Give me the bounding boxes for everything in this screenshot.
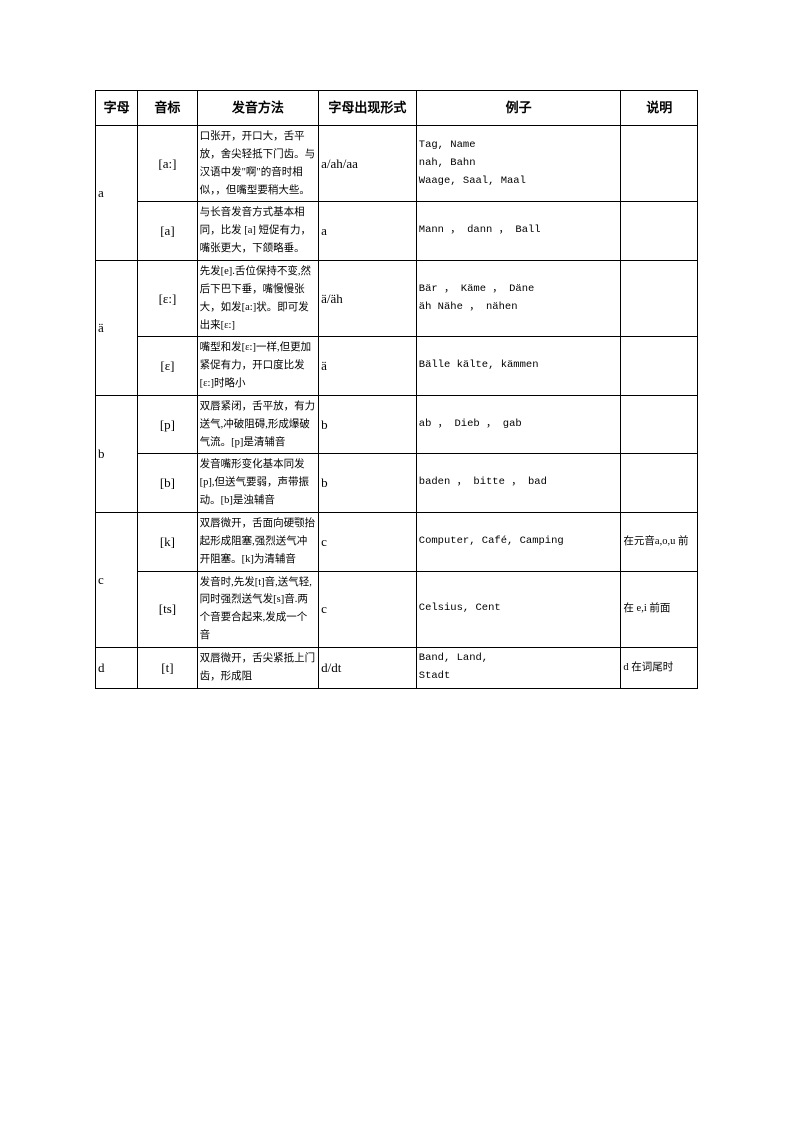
method-cell: 与长音发音方式基本相同，比发 [a] 短促有力，嘴张更大，下颌略垂。: [197, 202, 318, 261]
ipa-cell: [b]: [138, 454, 197, 513]
note-cell: 在 e,i 前面: [621, 571, 698, 647]
header-example: 例子: [416, 91, 621, 126]
form-cell: c: [319, 571, 417, 647]
note-cell: [621, 395, 698, 454]
letter-cell: d: [96, 647, 138, 688]
ipa-cell: [ts]: [138, 571, 197, 647]
example-cell: baden ， bitte ， bad: [416, 454, 621, 513]
letter-cell: c: [96, 512, 138, 647]
method-cell: 嘴型和发[ε:]一样,但更加紧促有力，开口度比发[ε:]时略小: [197, 337, 318, 396]
table-row: ä[ε:]先发[e].舌位保持不变,然后下巴下垂，嘴慢慢张大，如发[a:]状。即…: [96, 261, 698, 337]
method-cell: 先发[e].舌位保持不变,然后下巴下垂，嘴慢慢张大，如发[a:]状。即可发出来[…: [197, 261, 318, 337]
note-cell: [621, 337, 698, 396]
header-letter: 字母: [96, 91, 138, 126]
table-row: a[a:]口张开，开口大，舌平放，舍尖轻抵下门齿。与汉语中发"啊"的音时相似，，…: [96, 126, 698, 202]
letter-cell: ä: [96, 261, 138, 396]
example-cell: Band, Land,Stadt: [416, 647, 621, 688]
example-cell: Bälle kälte, kämmen: [416, 337, 621, 396]
note-cell: d 在词尾时: [621, 647, 698, 688]
form-cell: a/ah/aa: [319, 126, 417, 202]
method-cell: 口张开，开口大，舌平放，舍尖轻抵下门齿。与汉语中发"啊"的音时相似，，但嘴型要稍…: [197, 126, 318, 202]
form-cell: ä/äh: [319, 261, 417, 337]
method-cell: 发音时,先发[t]音,送气轻,同时强烈送气发[s]音.两个音要合起来,发成一个音: [197, 571, 318, 647]
method-cell: 双唇微开，舌面向硬颚抬起形成阻塞,强烈送气冲开阻塞。[k]为清辅音: [197, 512, 318, 571]
header-form: 字母出现形式: [319, 91, 417, 126]
phonetics-table: 字母 音标 发音方法 字母出现形式 例子 说明 a[a:]口张开，开口大，舌平放…: [95, 90, 698, 689]
table-row: [ts]发音时,先发[t]音,送气轻,同时强烈送气发[s]音.两个音要合起来,发…: [96, 571, 698, 647]
table-row: c[k]双唇微开，舌面向硬颚抬起形成阻塞,强烈送气冲开阻塞。[k]为清辅音cCo…: [96, 512, 698, 571]
example-cell: Mann ， dann ， Ball: [416, 202, 621, 261]
ipa-cell: [a]: [138, 202, 197, 261]
table-row: [b]发音嘴形变化基本同发[p],但送气要弱，声带振动。[b]是浊辅音bbade…: [96, 454, 698, 513]
header-row: 字母 音标 发音方法 字母出现形式 例子 说明: [96, 91, 698, 126]
note-cell: [621, 126, 698, 202]
ipa-cell: [ε:]: [138, 261, 197, 337]
example-cell: ab ， Dieb ， gab: [416, 395, 621, 454]
table-row: [a]与长音发音方式基本相同，比发 [a] 短促有力，嘴张更大，下颌略垂。aMa…: [96, 202, 698, 261]
note-cell: [621, 261, 698, 337]
form-cell: c: [319, 512, 417, 571]
ipa-cell: [p]: [138, 395, 197, 454]
table-row: d[t]双唇微开，舌尖紧抵上门齿，形成阻d/dtBand, Land,Stadt…: [96, 647, 698, 688]
note-cell: 在元音a,o,u 前: [621, 512, 698, 571]
form-cell: b: [319, 454, 417, 513]
table-row: [ε]嘴型和发[ε:]一样,但更加紧促有力，开口度比发[ε:]时略小äBälle…: [96, 337, 698, 396]
ipa-cell: [t]: [138, 647, 197, 688]
table-body: a[a:]口张开，开口大，舌平放，舍尖轻抵下门齿。与汉语中发"啊"的音时相似，，…: [96, 126, 698, 688]
example-cell: Tag, Namenah, BahnWaage, Saal, Maal: [416, 126, 621, 202]
table-row: b[p]双唇紧闭，舌平放，有力送气,冲破阻碍,形成爆破气流。[p]是清辅音bab…: [96, 395, 698, 454]
note-cell: [621, 454, 698, 513]
example-cell: Celsius, Cent: [416, 571, 621, 647]
form-cell: d/dt: [319, 647, 417, 688]
example-cell: Bär ， Käme ， Däneäh Nähe ， nähen: [416, 261, 621, 337]
note-cell: [621, 202, 698, 261]
form-cell: b: [319, 395, 417, 454]
ipa-cell: [ε]: [138, 337, 197, 396]
method-cell: 双唇微开，舌尖紧抵上门齿，形成阻: [197, 647, 318, 688]
header-method: 发音方法: [197, 91, 318, 126]
method-cell: 双唇紧闭，舌平放，有力送气,冲破阻碍,形成爆破气流。[p]是清辅音: [197, 395, 318, 454]
ipa-cell: [k]: [138, 512, 197, 571]
form-cell: ä: [319, 337, 417, 396]
letter-cell: b: [96, 395, 138, 512]
ipa-cell: [a:]: [138, 126, 197, 202]
form-cell: a: [319, 202, 417, 261]
header-ipa: 音标: [138, 91, 197, 126]
method-cell: 发音嘴形变化基本同发[p],但送气要弱，声带振动。[b]是浊辅音: [197, 454, 318, 513]
example-cell: Computer, Café, Camping: [416, 512, 621, 571]
letter-cell: a: [96, 126, 138, 261]
header-note: 说明: [621, 91, 698, 126]
